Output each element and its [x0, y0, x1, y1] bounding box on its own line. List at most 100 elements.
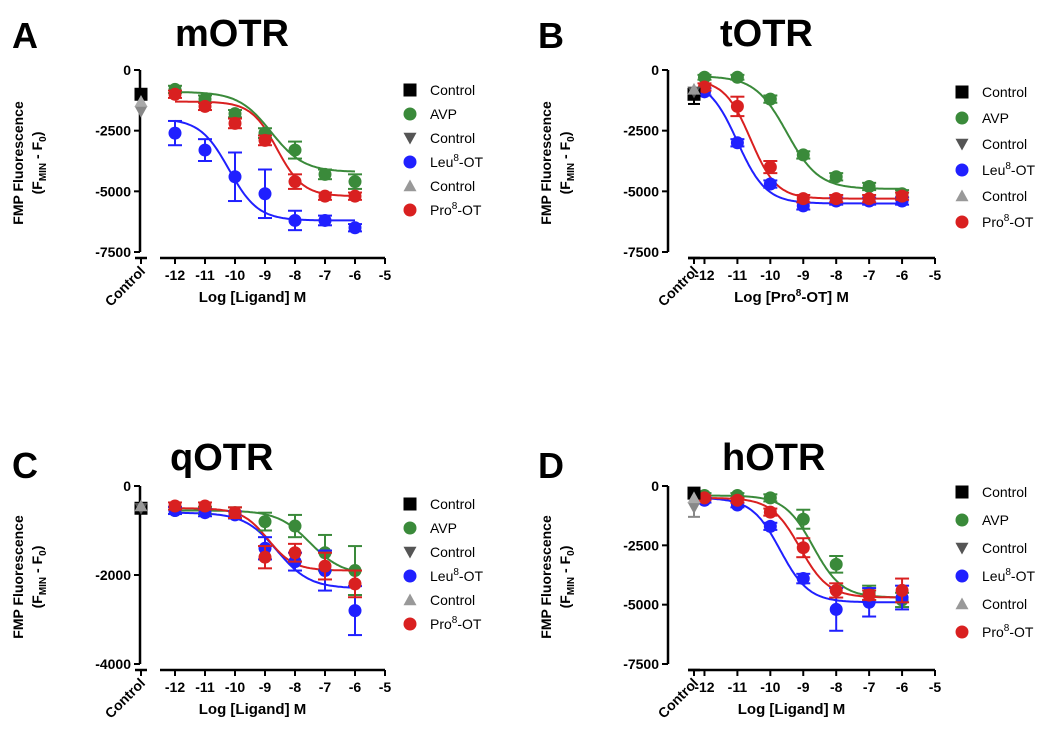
y-label-part: (F: [557, 595, 573, 609]
legend-label-sup: 8: [1004, 623, 1010, 634]
data-point: [288, 213, 302, 227]
legend-label: Leu8-OT: [982, 567, 1035, 584]
data-point: [730, 70, 744, 84]
data-point: [288, 519, 302, 533]
legend-marker: [955, 485, 969, 499]
y-label-part: ): [557, 132, 573, 137]
data-point: [198, 99, 212, 113]
legend-marker: [955, 85, 969, 99]
x-tick-label: -11: [195, 267, 215, 283]
legend-label-sup: 8: [1004, 213, 1010, 224]
legend-label: Control: [982, 484, 1027, 500]
x-tick-label: -6: [349, 679, 362, 695]
legend-label-sup: 8: [453, 153, 459, 164]
y-label-sub: MIN: [566, 577, 577, 595]
legend-marker: [403, 155, 417, 169]
data-point: [829, 583, 843, 597]
y-label-part: (F: [29, 595, 45, 609]
legend-label-main: Control: [982, 596, 1027, 612]
y-tick-label: -7500: [623, 656, 659, 672]
y-label-sub: 0: [38, 136, 49, 142]
x-tick-label: -10: [760, 267, 780, 283]
y-tick-label: -2500: [623, 537, 659, 553]
legend-marker: [403, 593, 417, 606]
legend-label-main: Control: [982, 136, 1027, 152]
y-label-sub: 0: [566, 136, 577, 142]
legend-marker: [403, 497, 417, 511]
data-point: [763, 491, 777, 505]
y-tick-label: -5000: [623, 183, 659, 199]
x-tick-label: -12: [694, 679, 714, 695]
data-point: [763, 160, 777, 174]
legend-label: Control: [982, 188, 1027, 204]
chart-title: tOTR: [720, 13, 813, 55]
y-tick-label: -5000: [95, 183, 131, 199]
legend-label-suffix: -OT: [1011, 162, 1036, 178]
data-point: [348, 577, 362, 591]
y-axis-label-line1: FMP Fluorescence: [538, 515, 554, 639]
legend-label-main: Pro: [430, 202, 452, 218]
legend-label: Control: [982, 136, 1027, 152]
y-label-part: ): [29, 546, 45, 551]
legend-label: AVP: [430, 520, 457, 536]
data-point: [198, 143, 212, 157]
data-point: [228, 116, 242, 130]
legend-marker: [955, 189, 969, 202]
chart-title: hOTR: [722, 437, 825, 479]
x-tick-label: -6: [896, 267, 909, 283]
y-axis-label-line2: (FMIN - F0): [29, 132, 49, 195]
legend-label-main: AVP: [982, 110, 1009, 126]
legend-label-main: Pro: [430, 616, 452, 632]
data-point: [168, 126, 182, 140]
control-tick-label: Control: [102, 263, 149, 310]
legend-label-main: Control: [982, 484, 1027, 500]
y-axis-label-line1: FMP Fluorescence: [10, 101, 26, 225]
legend-label-sup: 8: [452, 615, 458, 626]
data-point: [796, 512, 810, 526]
data-point: [228, 170, 242, 184]
x-tick-label: -10: [225, 267, 245, 283]
data-point: [763, 177, 777, 191]
data-point: [829, 170, 843, 184]
legend-marker: [403, 521, 417, 535]
data-point: [895, 583, 909, 597]
data-point: [862, 179, 876, 193]
legend-label-main: Pro: [982, 624, 1004, 640]
panel-letter: C: [12, 445, 38, 486]
y-axis-label-line1: FMP Fluorescence: [538, 101, 554, 225]
x-tick-label: -7: [319, 679, 332, 695]
data-point: [198, 499, 212, 513]
legend-marker: [403, 132, 417, 145]
data-point: [829, 557, 843, 571]
control-point: [134, 499, 148, 512]
y-tick-label: 0: [651, 478, 659, 494]
legend-label: AVP: [430, 106, 457, 122]
y-label-sub: MIN: [38, 163, 49, 181]
legend-label-sup: 8: [452, 201, 458, 212]
legend-marker: [403, 179, 417, 192]
legend-marker: [955, 163, 969, 177]
legend-marker: [403, 107, 417, 121]
legend-label: Control: [430, 592, 475, 608]
x-axis-label: Log [Pro8-OT] M: [734, 288, 849, 306]
legend-label: Control: [430, 496, 475, 512]
data-point: [258, 515, 272, 529]
y-label-part: (F: [29, 181, 45, 195]
x-tick-label: -9: [259, 679, 272, 695]
data-point: [730, 99, 744, 113]
data-point: [829, 602, 843, 616]
legend-label-suffix: -OT: [459, 568, 484, 584]
legend-label: Control: [430, 130, 475, 146]
legend-label-main: Leu: [430, 154, 453, 170]
y-tick-label: 0: [651, 62, 659, 78]
legend-marker: [955, 597, 969, 610]
x-axis-label: Log [Ligand] M: [199, 701, 306, 718]
x-tick-label: -8: [289, 267, 302, 283]
x-tick-label: -5: [379, 267, 392, 283]
control-point: [134, 106, 148, 118]
